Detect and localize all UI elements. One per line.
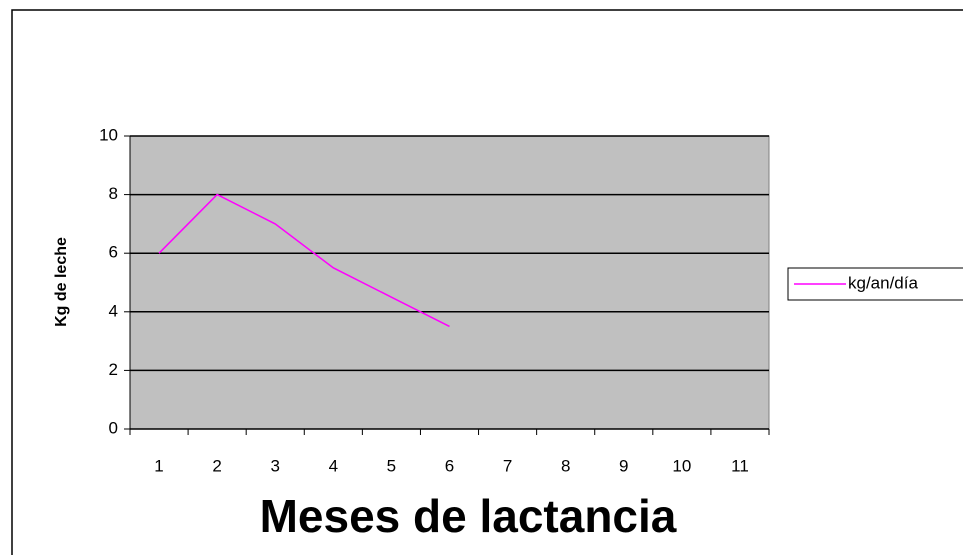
data-line bbox=[158, 193, 450, 328]
x-tick-label: 2 bbox=[212, 456, 221, 475]
y-tick-label: 8 bbox=[109, 184, 118, 203]
x-tick-label: 8 bbox=[561, 456, 570, 475]
y-tick-label: 2 bbox=[109, 360, 118, 379]
legend-label: kg/an/día bbox=[848, 273, 918, 292]
x-tick-label: 1 bbox=[154, 456, 163, 475]
y-tick-label: 10 bbox=[99, 125, 118, 144]
x-tick-label: 11 bbox=[731, 456, 749, 475]
x-tick-label: 5 bbox=[387, 456, 396, 475]
x-tick-label: 3 bbox=[270, 456, 279, 475]
y-tick-label: 6 bbox=[109, 243, 118, 262]
x-tick-label: 6 bbox=[445, 456, 454, 475]
x-tick-label: 10 bbox=[672, 456, 691, 475]
plot-area bbox=[129, 135, 770, 430]
x-tick-label: 7 bbox=[503, 456, 512, 475]
x-tick-label: 4 bbox=[329, 456, 338, 475]
y-axis-title: Kg de leche bbox=[53, 237, 70, 327]
x-axis-title: Meses de lactancia bbox=[260, 490, 677, 542]
x-tick-label: 9 bbox=[619, 456, 628, 475]
y-tick-label: 0 bbox=[109, 418, 118, 437]
y-tick-label: 4 bbox=[109, 301, 118, 320]
